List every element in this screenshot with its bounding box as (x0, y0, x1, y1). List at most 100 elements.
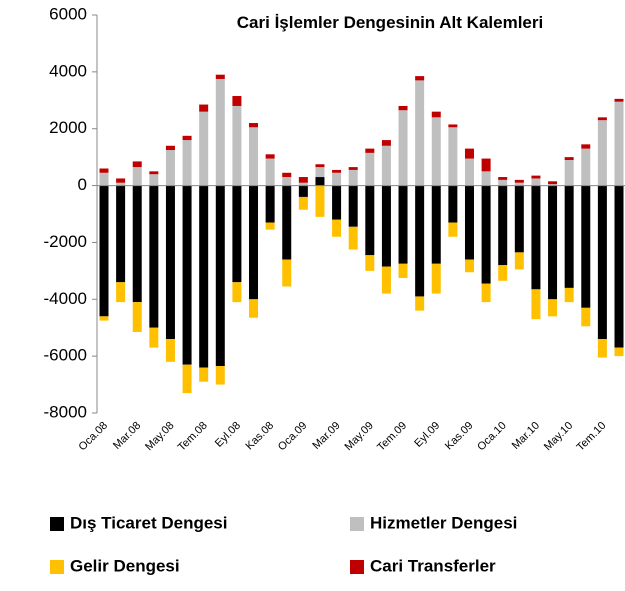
bar-segment (332, 172, 342, 186)
bar-segment (182, 185, 192, 365)
bar-segment (165, 185, 175, 340)
bar-segment (464, 185, 474, 260)
bar-segment (132, 185, 142, 303)
legend-swatch (350, 560, 364, 574)
x-tick-label: Oca.08 (77, 420, 111, 454)
y-tick-label: -6000 (44, 346, 87, 365)
bar-segment (199, 367, 209, 382)
legend-label: Cari Transferler (370, 556, 496, 575)
bar-segment (199, 185, 209, 368)
bar-segment (431, 117, 441, 186)
bar-segment (531, 175, 541, 179)
x-tick-label: Kas.08 (244, 420, 277, 453)
bar-segment (116, 178, 126, 183)
legend-swatch (50, 560, 64, 574)
bar-segment (315, 177, 325, 186)
x-tick-label: Mar.09 (310, 420, 342, 452)
bar-segment (249, 123, 259, 128)
bar-segment (448, 124, 458, 128)
bar-segment (514, 185, 524, 253)
bar-segment (249, 127, 259, 186)
bar-segment (514, 179, 524, 183)
bar-segment (431, 185, 441, 264)
bar-segment (448, 127, 458, 186)
bar-segment (381, 145, 391, 186)
bar-segment (531, 289, 541, 320)
bar-segment (149, 174, 159, 186)
bar-segment (149, 171, 159, 175)
bar-segment (481, 171, 491, 186)
x-tick-label: Eyl.09 (412, 420, 442, 450)
bar-segment (215, 185, 225, 367)
bar-segment (398, 105, 408, 111)
bar-segment (265, 222, 275, 230)
bar-segment (315, 164, 325, 168)
bar-segment (564, 159, 574, 186)
y-tick-label: 2000 (49, 118, 87, 137)
bar-segment (298, 196, 308, 210)
y-tick-label: 6000 (49, 4, 87, 23)
bar-segment (348, 169, 358, 186)
bar-segment (315, 167, 325, 178)
x-tick-label: May.08 (143, 420, 176, 453)
bar-segment (514, 182, 524, 186)
bar-segment (548, 184, 558, 186)
bar-segment (165, 145, 175, 151)
bar-segment (597, 117, 607, 121)
bar-segment (597, 120, 607, 186)
bar-segment (415, 80, 425, 186)
bar-segment (548, 185, 558, 300)
bar-segment (464, 148, 474, 159)
bar-segment (431, 263, 441, 294)
bar-segment (597, 339, 607, 358)
bar-segment (564, 157, 574, 160)
bar-segment (415, 296, 425, 311)
bar-segment (215, 366, 225, 385)
bar-segment (232, 105, 242, 186)
bar-segment (531, 185, 541, 290)
bar-segment (282, 259, 292, 287)
bar-segment (481, 283, 491, 303)
bar-segment (332, 169, 342, 173)
bar-segment (232, 96, 242, 106)
bar-segment (581, 307, 591, 327)
bar-segment (116, 185, 126, 283)
bar-segment (548, 299, 558, 317)
bar-segment (298, 182, 308, 186)
y-tick-label: -8000 (44, 402, 87, 421)
bar-segment (282, 172, 292, 178)
bar-segment (132, 302, 142, 332)
bar-segment (381, 185, 391, 267)
bar-segment (498, 185, 508, 266)
bar-segment (481, 185, 491, 284)
bar-segment (581, 148, 591, 186)
bar-segment (365, 185, 375, 256)
bar-segment (132, 161, 142, 168)
bar-segment (249, 185, 259, 300)
bar-segment (597, 185, 607, 340)
bar-segment (116, 282, 126, 303)
bar-segment (249, 299, 259, 318)
bar-segment (614, 185, 624, 348)
bar-segment (132, 167, 142, 186)
bar-segment (498, 265, 508, 281)
bar-segment (282, 177, 292, 186)
x-tick-label: Mar.08 (111, 420, 143, 452)
bar-segment (99, 168, 109, 173)
y-tick-label: 0 (78, 175, 87, 194)
bar-segment (614, 347, 624, 357)
legend-label: Hizmetler Dengesi (370, 513, 517, 532)
x-tick-label: Tem.08 (176, 420, 210, 454)
x-tick-label: May.10 (542, 420, 575, 453)
y-tick-label: -4000 (44, 289, 87, 308)
bar-segment (182, 364, 192, 394)
bar-segment (614, 98, 624, 102)
bar-segment (149, 327, 159, 348)
bar-segment (215, 78, 225, 186)
y-tick-label: 4000 (49, 61, 87, 80)
bar-segment (348, 185, 358, 227)
bar-segment (498, 177, 508, 180)
bar-segment (348, 167, 358, 170)
